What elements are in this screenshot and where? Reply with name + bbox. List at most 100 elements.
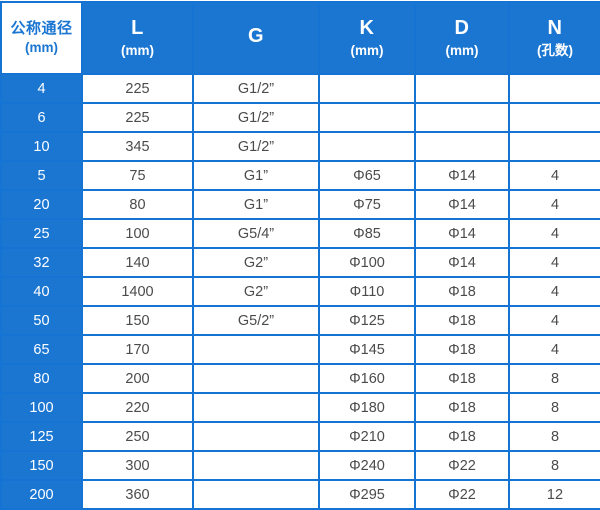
table-header: 公称通径 (mm) L (mm) G K (mm) D (mm) N (孔数) bbox=[0, 1, 600, 75]
cell-d: Φ18 bbox=[414, 363, 510, 394]
cell-d: Φ14 bbox=[414, 247, 510, 278]
cell-dn: 150 bbox=[0, 450, 83, 481]
cell-g bbox=[192, 392, 320, 423]
table-row: 40 1400 G2” Φ110 Φ18 4 bbox=[0, 276, 600, 307]
cell-dn: 50 bbox=[0, 305, 83, 336]
cell-n: 8 bbox=[508, 392, 600, 423]
cell-k: Φ110 bbox=[318, 276, 416, 307]
cell-k: Φ125 bbox=[318, 305, 416, 336]
cell-k: Φ75 bbox=[318, 189, 416, 220]
cell-l: 100 bbox=[81, 218, 194, 249]
cell-l: 250 bbox=[81, 421, 194, 452]
cell-k: Φ85 bbox=[318, 218, 416, 249]
cell-n: 4 bbox=[508, 218, 600, 249]
cell-d bbox=[414, 131, 510, 162]
table-row: 32 140 G2” Φ100 Φ14 4 bbox=[0, 247, 600, 278]
table-row: 25 100 G5/4” Φ85 Φ14 4 bbox=[0, 218, 600, 249]
column-header-k: K (mm) bbox=[318, 1, 416, 75]
column-header-symbol-dn: 公称通径 bbox=[10, 19, 73, 37]
cell-l: 150 bbox=[81, 305, 194, 336]
cell-dn: 6 bbox=[0, 102, 83, 133]
cell-d: Φ18 bbox=[414, 421, 510, 452]
column-header-g: G bbox=[192, 1, 320, 75]
cell-n: 8 bbox=[508, 450, 600, 481]
cell-d bbox=[414, 73, 510, 104]
table-row: 10 345 G1/2” bbox=[0, 131, 600, 162]
cell-n: 4 bbox=[508, 247, 600, 278]
cell-k: Φ160 bbox=[318, 363, 416, 394]
cell-g: G1/2” bbox=[192, 131, 320, 162]
cell-n: 4 bbox=[508, 276, 600, 307]
table-row: 65 170 Φ145 Φ18 4 bbox=[0, 334, 600, 365]
cell-g: G2” bbox=[192, 276, 320, 307]
cell-n: 4 bbox=[508, 189, 600, 220]
table-row: 100 220 Φ180 Φ18 8 bbox=[0, 392, 600, 423]
cell-n bbox=[508, 102, 600, 133]
table-row: 50 150 G5/2” Φ125 Φ18 4 bbox=[0, 305, 600, 336]
cell-n: 8 bbox=[508, 421, 600, 452]
column-header-symbol-n: N bbox=[547, 17, 563, 40]
column-header-symbol-l: L bbox=[131, 17, 144, 40]
header-row: 公称通径 (mm) L (mm) G K (mm) D (mm) N (孔数) bbox=[0, 1, 600, 75]
table-row: 125 250 Φ210 Φ18 8 bbox=[0, 421, 600, 452]
cell-g: G2” bbox=[192, 247, 320, 278]
cell-dn: 80 bbox=[0, 363, 83, 394]
column-header-d: D (mm) bbox=[414, 1, 510, 75]
column-header-symbol-d: D bbox=[454, 17, 470, 40]
cell-g bbox=[192, 479, 320, 510]
cell-g bbox=[192, 421, 320, 452]
cell-n: 4 bbox=[508, 334, 600, 365]
cell-dn: 20 bbox=[0, 189, 83, 220]
column-header-l: L (mm) bbox=[81, 1, 194, 75]
table-row: 6 225 G1/2” bbox=[0, 102, 600, 133]
cell-l: 345 bbox=[81, 131, 194, 162]
table-row: 4 225 G1/2” bbox=[0, 73, 600, 104]
cell-d: Φ18 bbox=[414, 276, 510, 307]
cell-g: G5/2” bbox=[192, 305, 320, 336]
cell-l: 300 bbox=[81, 450, 194, 481]
column-header-unit-l: (mm) bbox=[121, 42, 154, 58]
cell-k bbox=[318, 131, 416, 162]
cell-d: Φ18 bbox=[414, 305, 510, 336]
cell-g: G1/2” bbox=[192, 73, 320, 104]
table-row: 150 300 Φ240 Φ22 8 bbox=[0, 450, 600, 481]
cell-d: Φ22 bbox=[414, 479, 510, 510]
cell-dn: 65 bbox=[0, 334, 83, 365]
column-header-unit-d: (mm) bbox=[445, 42, 479, 58]
column-header-symbol-k: K bbox=[359, 17, 375, 40]
cell-k: Φ180 bbox=[318, 392, 416, 423]
column-header-n: N (孔数) bbox=[508, 1, 600, 75]
cell-g: G1” bbox=[192, 189, 320, 220]
cell-l: 225 bbox=[81, 102, 194, 133]
cell-dn: 4 bbox=[0, 73, 83, 104]
table-body: 4 225 G1/2” 6 225 G1/2” 10 345 G1/2” 5 75 G1” Φ65 Φ14… bbox=[0, 73, 600, 510]
cell-l: 1400 bbox=[81, 276, 194, 307]
cell-l: 140 bbox=[81, 247, 194, 278]
cell-dn: 100 bbox=[0, 392, 83, 423]
cell-l: 75 bbox=[81, 160, 194, 191]
cell-l: 200 bbox=[81, 363, 194, 394]
cell-dn: 125 bbox=[0, 421, 83, 452]
cell-g bbox=[192, 363, 320, 394]
cell-d bbox=[414, 102, 510, 133]
cell-d: Φ14 bbox=[414, 160, 510, 191]
cell-n: 4 bbox=[508, 160, 600, 191]
cell-g: G1” bbox=[192, 160, 320, 191]
cell-l: 170 bbox=[81, 334, 194, 365]
cell-dn: 40 bbox=[0, 276, 83, 307]
cell-l: 220 bbox=[81, 392, 194, 423]
table-row: 5 75 G1” Φ65 Φ14 4 bbox=[0, 160, 600, 191]
cell-k bbox=[318, 102, 416, 133]
table-row: 200 360 Φ295 Φ22 12 bbox=[0, 479, 600, 510]
cell-dn: 200 bbox=[0, 479, 83, 510]
cell-k: Φ295 bbox=[318, 479, 416, 510]
cell-n: 8 bbox=[508, 363, 600, 394]
cell-n bbox=[508, 73, 600, 104]
cell-k: Φ145 bbox=[318, 334, 416, 365]
column-header-unit-k: (mm) bbox=[350, 42, 384, 58]
cell-n: 12 bbox=[508, 479, 600, 510]
cell-k: Φ100 bbox=[318, 247, 416, 278]
cell-k bbox=[318, 73, 416, 104]
cell-d: Φ18 bbox=[414, 392, 510, 423]
